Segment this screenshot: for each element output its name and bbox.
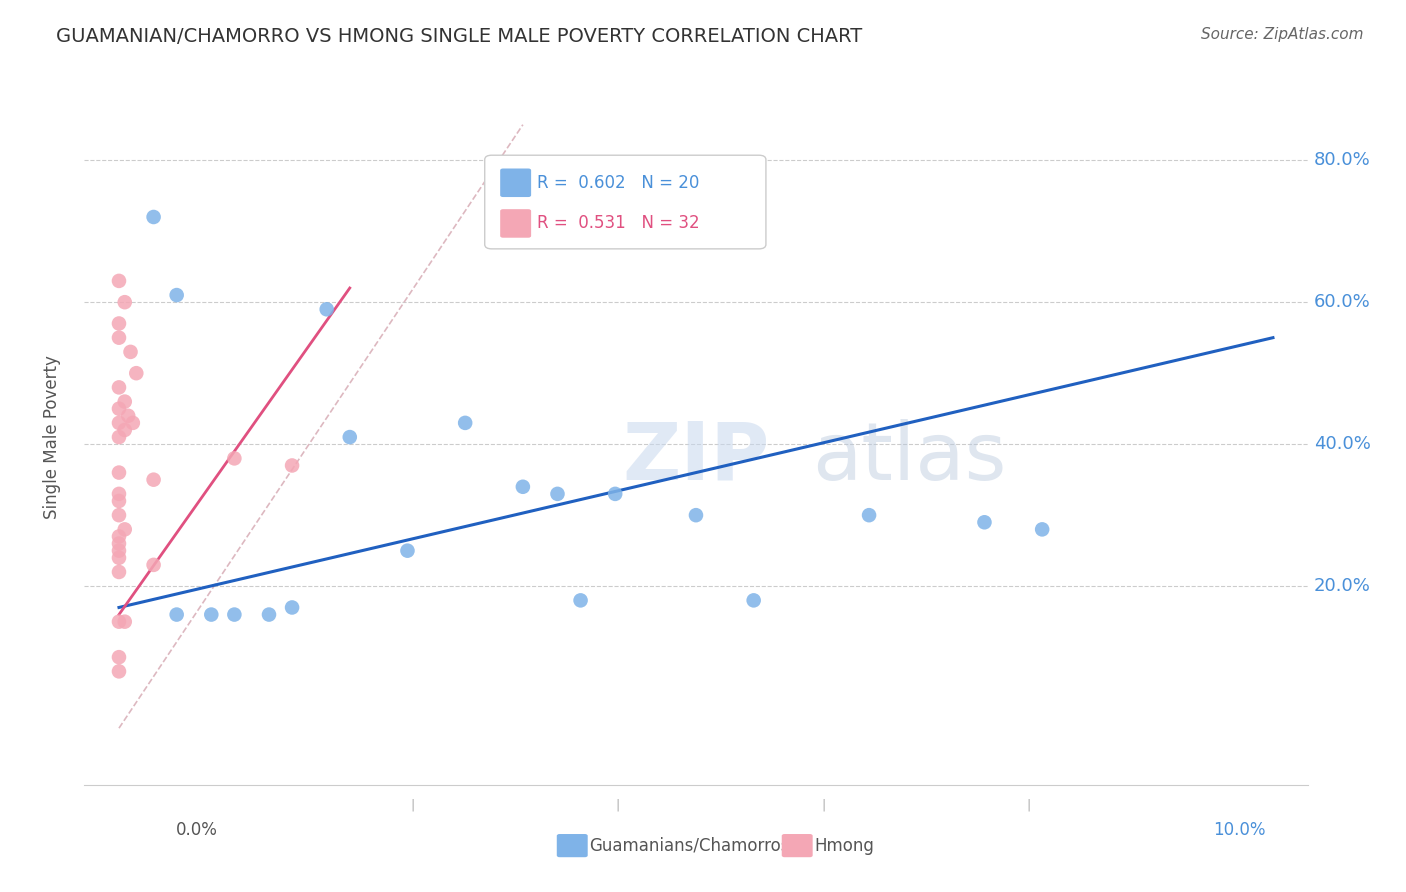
Point <box>108 380 131 394</box>
Point <box>121 416 143 430</box>
Point <box>108 401 131 416</box>
Point <box>108 565 131 579</box>
Point <box>120 344 142 359</box>
Text: 40.0%: 40.0% <box>1313 435 1371 453</box>
Point <box>108 430 131 444</box>
Point <box>605 487 627 501</box>
Point <box>108 317 131 331</box>
Point <box>108 508 131 523</box>
Point <box>569 593 592 607</box>
Point <box>108 665 131 679</box>
Text: 80.0%: 80.0% <box>1313 152 1371 169</box>
Point <box>114 295 136 310</box>
Point <box>547 487 569 501</box>
Point <box>114 615 136 629</box>
Text: 60.0%: 60.0% <box>1313 293 1371 311</box>
Point <box>142 473 165 487</box>
Point <box>108 615 131 629</box>
Text: R =  0.531   N = 32: R = 0.531 N = 32 <box>537 214 699 233</box>
Text: Hmong: Hmong <box>814 837 875 855</box>
Point <box>200 607 222 622</box>
Point <box>108 536 131 550</box>
Point <box>125 366 148 380</box>
Point <box>224 451 246 466</box>
Text: Guamanians/Chamorros: Guamanians/Chamorros <box>589 837 790 855</box>
Point <box>108 466 131 480</box>
Point <box>396 543 419 558</box>
Point <box>114 522 136 536</box>
Text: R =  0.602   N = 20: R = 0.602 N = 20 <box>537 174 699 192</box>
Point <box>512 480 534 494</box>
Text: 20.0%: 20.0% <box>1313 577 1371 595</box>
Text: Source: ZipAtlas.com: Source: ZipAtlas.com <box>1201 27 1364 42</box>
Point <box>108 416 131 430</box>
Point <box>108 487 131 501</box>
Point <box>166 607 188 622</box>
Point <box>685 508 707 523</box>
Point <box>454 416 477 430</box>
Point <box>117 409 139 423</box>
Point <box>315 302 337 317</box>
Text: |: | <box>616 798 620 812</box>
Point <box>858 508 880 523</box>
Point <box>166 288 188 302</box>
Point <box>142 558 165 572</box>
Text: GUAMANIAN/CHAMORRO VS HMONG SINGLE MALE POVERTY CORRELATION CHART: GUAMANIAN/CHAMORRO VS HMONG SINGLE MALE … <box>56 27 862 45</box>
Point <box>108 650 131 665</box>
Point <box>108 331 131 345</box>
Point <box>108 543 131 558</box>
Text: atlas: atlas <box>813 419 1007 497</box>
Point <box>108 550 131 565</box>
Point <box>224 607 246 622</box>
Point <box>108 529 131 543</box>
Point <box>108 494 131 508</box>
Point <box>108 274 131 288</box>
Point <box>114 394 136 409</box>
Text: 0.0%: 0.0% <box>176 821 218 838</box>
Text: 10.0%: 10.0% <box>1213 821 1265 838</box>
Point <box>281 600 304 615</box>
Point <box>281 458 304 473</box>
Text: ZIP: ZIP <box>623 419 770 497</box>
Point <box>973 516 995 530</box>
Point <box>1031 522 1053 536</box>
Text: |: | <box>821 798 825 812</box>
Point <box>257 607 280 622</box>
Point <box>142 210 165 224</box>
Point <box>742 593 765 607</box>
Text: |: | <box>411 798 415 812</box>
Y-axis label: Single Male Poverty: Single Male Poverty <box>42 355 60 519</box>
Point <box>114 423 136 437</box>
Point <box>339 430 361 444</box>
Text: |: | <box>1026 798 1031 812</box>
